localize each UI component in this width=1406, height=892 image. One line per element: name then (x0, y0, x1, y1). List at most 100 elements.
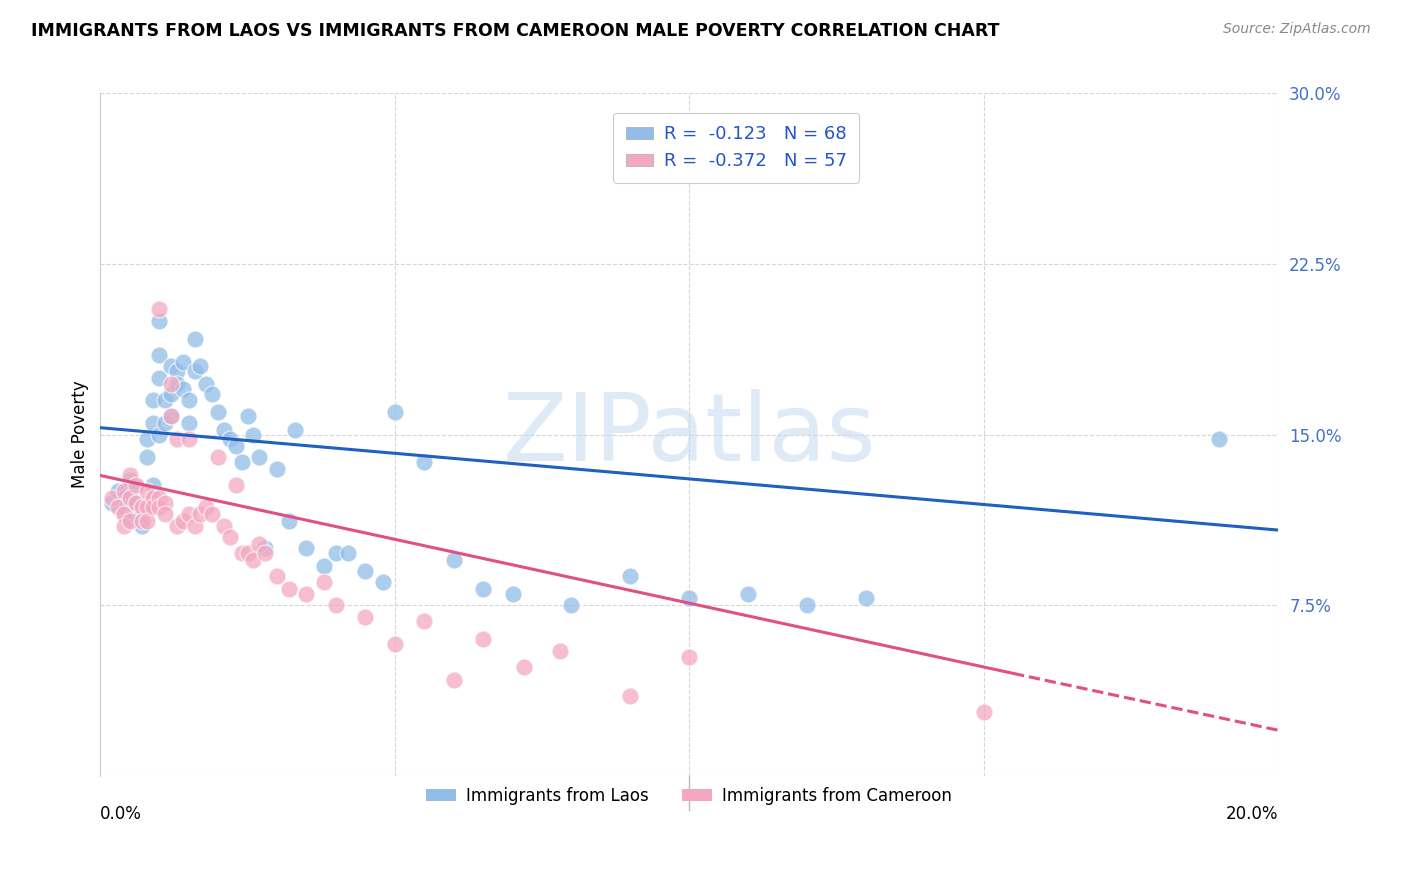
Point (231, 455, 253, 469)
Point (219, 530, 242, 544)
Point (619, 568, 641, 582)
Point (118, 468, 141, 483)
Point (371, 575, 394, 590)
Point (195, 377, 218, 392)
Point (225, 439, 247, 453)
Point (112, 507, 135, 521)
Point (295, 541, 318, 556)
Point (125, 496, 148, 510)
Point (502, 587, 524, 601)
Point (678, 650, 700, 665)
Point (212, 518, 235, 533)
Point (277, 582, 299, 597)
Point (619, 689, 641, 703)
Point (172, 382, 194, 396)
Point (118, 491, 141, 506)
Point (118, 514, 141, 528)
Point (177, 416, 200, 430)
Text: ZIPatlas: ZIPatlas (502, 389, 876, 481)
Point (266, 461, 288, 475)
Point (136, 450, 159, 465)
Point (166, 432, 188, 446)
Point (973, 705, 995, 719)
Point (160, 409, 183, 424)
Point (160, 359, 183, 374)
Point (148, 302, 170, 317)
Point (354, 609, 377, 624)
Text: IMMIGRANTS FROM LAOS VS IMMIGRANTS FROM CAMEROON MALE POVERTY CORRELATION CHART: IMMIGRANTS FROM LAOS VS IMMIGRANTS FROM … (31, 22, 1000, 40)
Point (131, 500, 153, 515)
Point (166, 364, 188, 378)
Point (236, 546, 259, 560)
Point (242, 552, 264, 566)
Point (207, 450, 229, 465)
Point (737, 587, 759, 601)
Point (125, 496, 148, 510)
Point (548, 643, 571, 657)
Point (247, 537, 270, 551)
Point (153, 507, 176, 521)
Point (247, 450, 270, 465)
Point (136, 484, 159, 499)
Point (325, 546, 347, 560)
Point (231, 546, 253, 560)
Point (131, 507, 153, 521)
Point (153, 393, 176, 408)
Point (166, 518, 188, 533)
Point (384, 405, 406, 419)
Point (160, 377, 183, 392)
Point (101, 496, 124, 510)
Point (443, 552, 465, 566)
Text: Source: ZipAtlas.com: Source: ZipAtlas.com (1223, 22, 1371, 37)
Point (190, 507, 212, 521)
Point (112, 484, 135, 499)
Point (112, 518, 135, 533)
Point (1208, 432, 1230, 446)
Point (101, 491, 124, 506)
Point (384, 637, 406, 651)
Point (354, 564, 377, 578)
Point (142, 416, 165, 430)
Point (201, 507, 224, 521)
Point (142, 477, 165, 491)
Point (183, 332, 205, 346)
Point (142, 491, 165, 506)
Point (136, 496, 159, 510)
Point (125, 480, 148, 494)
Point (148, 500, 170, 515)
Point (112, 491, 135, 506)
Point (112, 507, 135, 521)
Point (295, 587, 318, 601)
Point (131, 500, 153, 515)
Point (107, 500, 129, 515)
Point (855, 591, 877, 606)
Point (118, 511, 141, 525)
Point (254, 546, 277, 560)
Point (172, 355, 194, 369)
Point (118, 500, 141, 515)
Point (314, 575, 336, 590)
Point (560, 598, 582, 612)
Point (183, 364, 205, 378)
Point (148, 348, 170, 362)
Point (136, 514, 159, 528)
Point (166, 377, 188, 392)
Point (148, 491, 170, 506)
Point (201, 386, 224, 401)
Point (160, 409, 183, 424)
Point (212, 423, 235, 437)
Point (177, 393, 200, 408)
Text: 0.0%: 0.0% (100, 805, 142, 823)
Point (153, 496, 176, 510)
Point (142, 500, 165, 515)
Point (796, 598, 818, 612)
Point (136, 432, 159, 446)
Point (219, 432, 242, 446)
Point (142, 393, 165, 408)
Point (336, 546, 359, 560)
Y-axis label: Male Poverty: Male Poverty (72, 381, 89, 488)
Point (678, 591, 700, 606)
Point (195, 500, 218, 515)
Point (190, 359, 212, 374)
Point (131, 514, 153, 528)
